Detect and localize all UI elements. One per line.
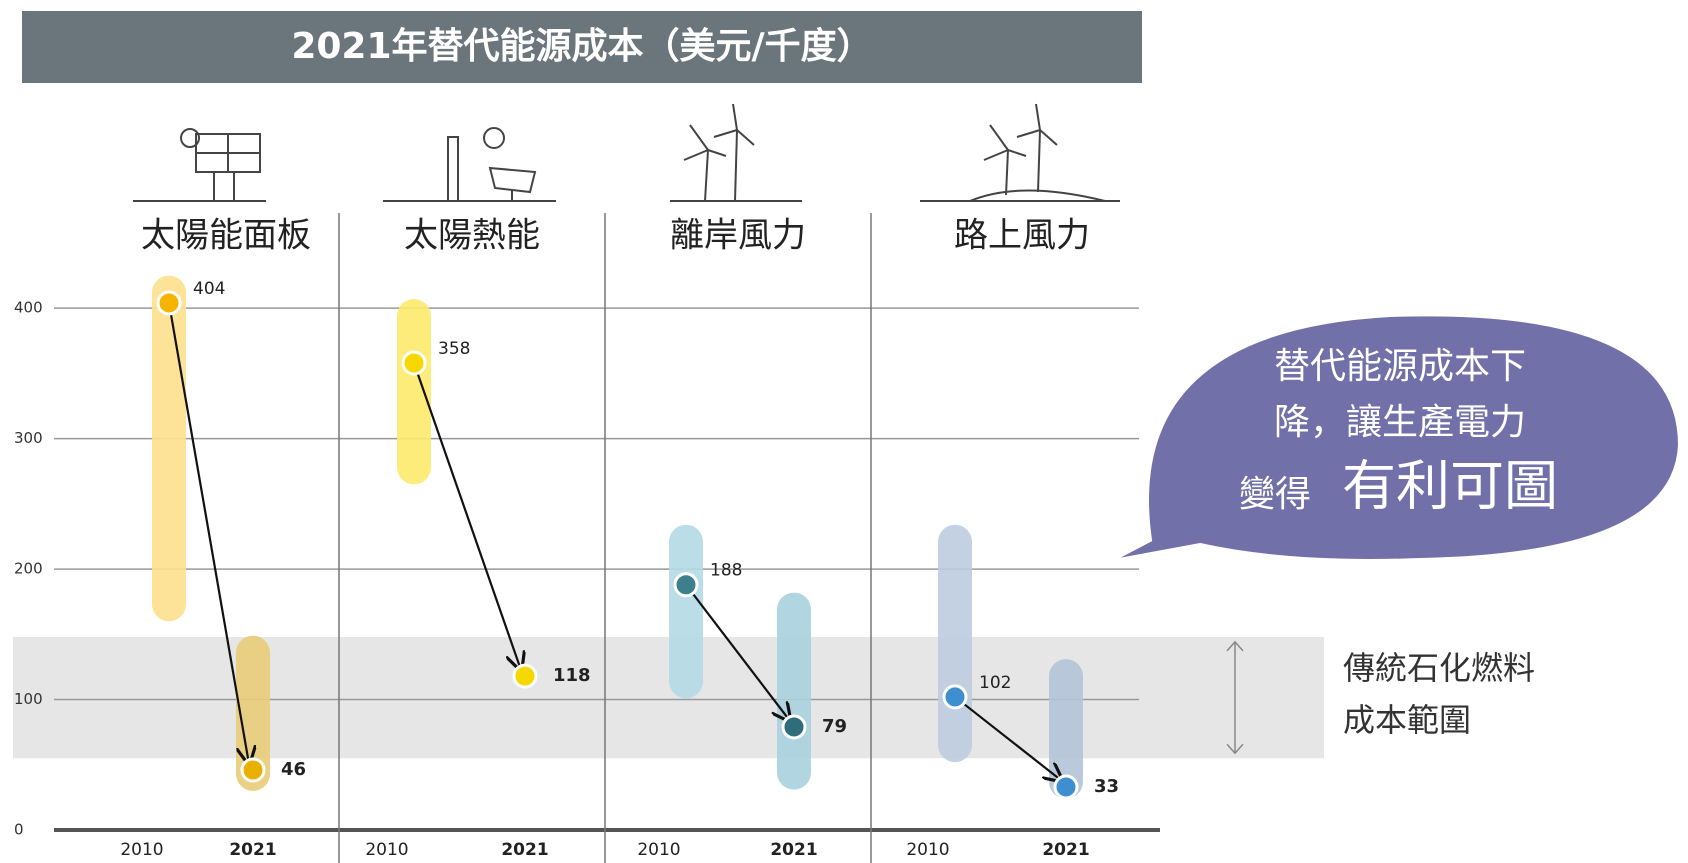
value-label: 102: [979, 673, 1011, 693]
change-arrow: [954, 696, 1062, 781]
change-arrow: [685, 584, 790, 721]
fossil-range-band: [13, 636, 1324, 759]
x-tick-label: 2010: [637, 840, 680, 860]
x-tick-label: 2010: [365, 840, 408, 860]
value-dot: [156, 290, 182, 316]
value-dot: [781, 714, 807, 740]
y-tick-label: 0: [14, 821, 24, 839]
value-dot: [240, 757, 266, 783]
x-tick-label: 2010: [906, 840, 949, 860]
callout-bubble: [1107, 312, 1683, 564]
range-bar: [777, 592, 811, 790]
range-bar: [152, 275, 186, 622]
value-label: 118: [553, 665, 591, 686]
chart-title: 2021年替代能源成本（美元/千度）: [291, 26, 872, 67]
value-label: 358: [438, 339, 470, 359]
group-label: 離岸風力: [670, 216, 806, 256]
callout-text: 變得: [1239, 474, 1311, 515]
y-tick-label: 400: [14, 299, 43, 317]
change-arrow: [412, 362, 521, 670]
change-arrow: [167, 302, 249, 764]
group-label: 太陽能面板: [141, 216, 311, 256]
value-label: 188: [710, 561, 742, 581]
x-tick-label: 2021: [229, 840, 276, 860]
value-dot: [512, 663, 538, 689]
range-bar: [397, 299, 431, 485]
fossil-range-label: 傳統石化燃料: [1343, 649, 1535, 687]
value-label: 33: [1094, 776, 1119, 797]
icons: [133, 103, 1120, 202]
title-bar: [22, 11, 1142, 83]
value-label: 79: [822, 716, 847, 737]
value-dot: [673, 572, 699, 598]
x-tick-label: 2010: [120, 840, 163, 860]
x-tick-label: 2021: [501, 840, 548, 860]
group-label: 太陽熱能: [404, 216, 540, 256]
y-tick-label: 200: [14, 560, 43, 578]
fossil-arrow-head: [1226, 640, 1244, 755]
callout-text: 降，讓生產電力: [1274, 402, 1526, 443]
y-tick-label: 100: [14, 690, 43, 708]
range-bar: [669, 524, 703, 699]
value-dot: [1053, 774, 1079, 800]
fossil-range-label: 成本範圍: [1343, 701, 1471, 739]
callout-text: 替代能源成本下: [1274, 346, 1526, 387]
value-label: 46: [281, 759, 306, 780]
value-label: 404: [193, 279, 225, 299]
value-dot: [401, 350, 427, 376]
group-label: 路上風力: [954, 216, 1090, 256]
y-tick-label: 300: [14, 429, 43, 447]
callout-text: 有利可圖: [1342, 455, 1558, 518]
x-tick-label: 2021: [770, 840, 817, 860]
x-tick-label: 2021: [1042, 840, 1089, 860]
value-dot: [942, 684, 968, 710]
range-bar: [938, 524, 972, 763]
